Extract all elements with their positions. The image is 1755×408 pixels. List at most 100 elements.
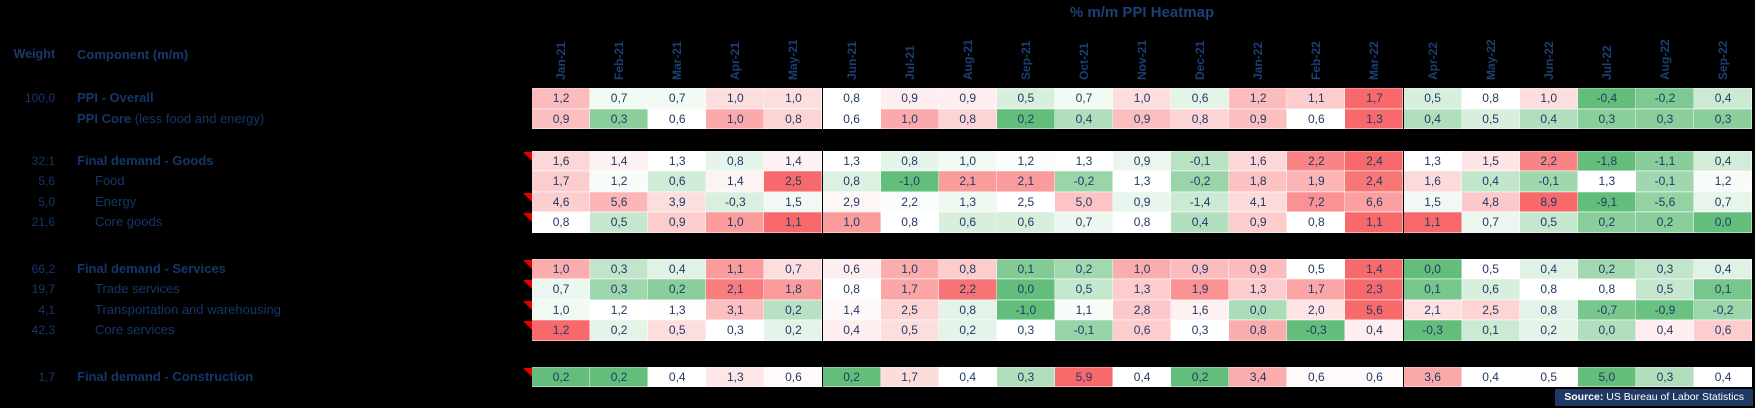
- weight-column-header: Weight: [13, 47, 55, 61]
- heatmap-cell: -1,1: [1635, 150, 1694, 171]
- month-label: Jul-22: [1599, 45, 1614, 80]
- row-weight: 32,1: [31, 153, 55, 168]
- heatmap-cell: 1,4: [590, 150, 649, 171]
- heatmap-cell: 0,3: [1635, 108, 1694, 129]
- heatmap-cell: -0,3: [1287, 320, 1346, 341]
- heatmap-cell: 1,0: [880, 258, 939, 279]
- heatmap-cell: 1,0: [1113, 88, 1172, 109]
- heatmap-cell: 1,6: [1229, 150, 1288, 171]
- month-label: Sep-21: [1018, 40, 1033, 80]
- heatmap-cell: 3,6: [1403, 366, 1462, 387]
- heatmap-row: 4,6 5,6 3,9 -0,3 1,5 2,9 2,2 1,3 2,5 5,0 0,9 -1,4 4,…: [532, 191, 1753, 212]
- heatmap-cell: 0,8: [1113, 212, 1172, 233]
- heatmap-cell: 5,6: [590, 191, 649, 212]
- heatmap-cell: 0,9: [532, 108, 591, 129]
- heatmap-cell: 0,5: [1519, 212, 1578, 233]
- heatmap-cell: 0,2: [996, 108, 1055, 129]
- row-weight: 1,7: [38, 369, 55, 384]
- heatmap-cell: 1,6: [1403, 171, 1462, 192]
- heatmap-cell: 0,7: [1054, 212, 1113, 233]
- heatmap-cell: 1,1: [764, 212, 823, 233]
- heatmap-cell: 1,2: [590, 171, 649, 192]
- heatmap-cell: 2,0: [1287, 299, 1346, 320]
- row-label: Core goods: [95, 214, 163, 229]
- heatmap-cell: 0,9: [1171, 258, 1230, 279]
- heatmap-row: 1,0 0,3 0,4 1,1 0,7 0,6 1,0 0,8 0,1 0,2 1,0 0,9 0,9 0…: [532, 258, 1753, 279]
- heatmap-cell: 0,4: [1694, 366, 1753, 387]
- heatmap-cell: 0,2: [1577, 258, 1636, 279]
- month-label: Aug-22: [1657, 39, 1672, 80]
- row-weight: 19,7: [31, 282, 55, 296]
- heatmap-cell: 0,2: [822, 366, 881, 387]
- row-label: Energy: [95, 193, 137, 209]
- heatmap-cell: 5,0: [1054, 191, 1113, 212]
- heatmap-cell: 2,5: [764, 171, 823, 192]
- heatmap-cell: -1,8: [1577, 150, 1636, 171]
- heatmap-cell: 0,7: [764, 258, 823, 279]
- heatmap-cell: 0,4: [1519, 108, 1578, 129]
- heatmap-cell: -0,3: [706, 191, 765, 212]
- heatmap-cell: 0,8: [822, 171, 881, 192]
- red-triangle-marker-icon: [523, 259, 532, 269]
- heatmap-cell: 1,2: [532, 88, 591, 109]
- source-bar: Source: US Bureau of Labor Statistics: [1555, 389, 1753, 406]
- heatmap-cell: 1,6: [532, 150, 591, 171]
- row-label: Trade services: [95, 281, 180, 296]
- red-triangle-marker-icon: [523, 213, 532, 222]
- heatmap-cell: 0,8: [1461, 88, 1520, 109]
- month-label: Jul-21: [902, 45, 917, 80]
- heatmap-cell: 0,7: [532, 279, 591, 300]
- red-triangle-marker-icon: [523, 192, 532, 202]
- heatmap-cell: 0,2: [1054, 258, 1113, 279]
- heatmap-cell: -1,4: [1171, 191, 1230, 212]
- heatmap-cell: 3,1: [706, 299, 765, 320]
- heatmap-cell: 0,6: [1694, 320, 1753, 341]
- month-label: Feb-21: [612, 41, 627, 80]
- heatmap-cell: -0,9: [1635, 299, 1694, 320]
- heatmap-cell: 1,3: [648, 150, 707, 171]
- heatmap-cell: 0,7: [1054, 88, 1113, 109]
- heatmap-cell: 0,6: [1287, 366, 1346, 387]
- month-label: Apr-21: [728, 41, 743, 80]
- heatmap-cell: 1,0: [532, 258, 591, 279]
- heatmap-cell: 1,0: [1113, 258, 1172, 279]
- heatmap-cell: 2,8: [1113, 299, 1172, 320]
- heatmap-cell: 0,9: [1113, 108, 1172, 129]
- heatmap-cell: 2,1: [1403, 299, 1462, 320]
- heatmap-cell: 1,4: [764, 150, 823, 171]
- heatmap-cell: 0,8: [938, 258, 997, 279]
- month-label: Apr-22: [1425, 41, 1440, 80]
- heatmap-cell: 0,2: [590, 320, 649, 341]
- heatmap-cell: 1,3: [1345, 108, 1404, 129]
- heatmap-cell: 0,4: [1403, 108, 1462, 129]
- heatmap-cell: 2,1: [996, 171, 1055, 192]
- heatmap-cell: -0,1: [1519, 171, 1578, 192]
- red-triangle-marker-icon: [523, 367, 532, 377]
- heatmap-cell: 1,0: [880, 108, 939, 129]
- heatmap-cell: -0,2: [1171, 171, 1230, 192]
- heatmap-cell: 1,7: [1287, 279, 1346, 300]
- month-label: May-22: [1483, 39, 1498, 80]
- heatmap-cell: 1,2: [532, 320, 591, 341]
- heatmap-cell: 0,7: [1461, 212, 1520, 233]
- heatmap-cell: -1,0: [880, 171, 939, 192]
- heatmap-cell: 3,4: [1229, 366, 1288, 387]
- heatmap-cell: 0,6: [822, 258, 881, 279]
- heatmap-cell: 0,4: [822, 320, 881, 341]
- heatmap-cell: 0,9: [880, 88, 939, 109]
- heatmap-cell: 0,2: [1635, 212, 1694, 233]
- heatmap-cell: 0,2: [764, 299, 823, 320]
- heatmap-cell: 2,2: [880, 191, 939, 212]
- heatmap-cell: 1,1: [1345, 212, 1404, 233]
- heatmap-row: 0,7 0,3 0,2 2,1 1,8 0,8 1,7 2,2 0,0 0,5 1,3 1,9 1,3 1…: [532, 279, 1753, 300]
- row-weight: 100,0: [24, 91, 55, 105]
- heatmap-cell: 1,0: [706, 88, 765, 109]
- heatmap-cell: 1,4: [706, 171, 765, 192]
- heatmap-cell: 0,4: [648, 366, 707, 387]
- heatmap-cell: 0,7: [1694, 191, 1753, 212]
- heatmap-cell: 0,8: [1519, 279, 1578, 300]
- row-label: Final demand - Goods: [77, 152, 214, 168]
- heatmap-cell: 0,9: [1113, 191, 1172, 212]
- heatmap-cell: 0,0: [1577, 320, 1636, 341]
- heatmap-cell: 0,5: [648, 320, 707, 341]
